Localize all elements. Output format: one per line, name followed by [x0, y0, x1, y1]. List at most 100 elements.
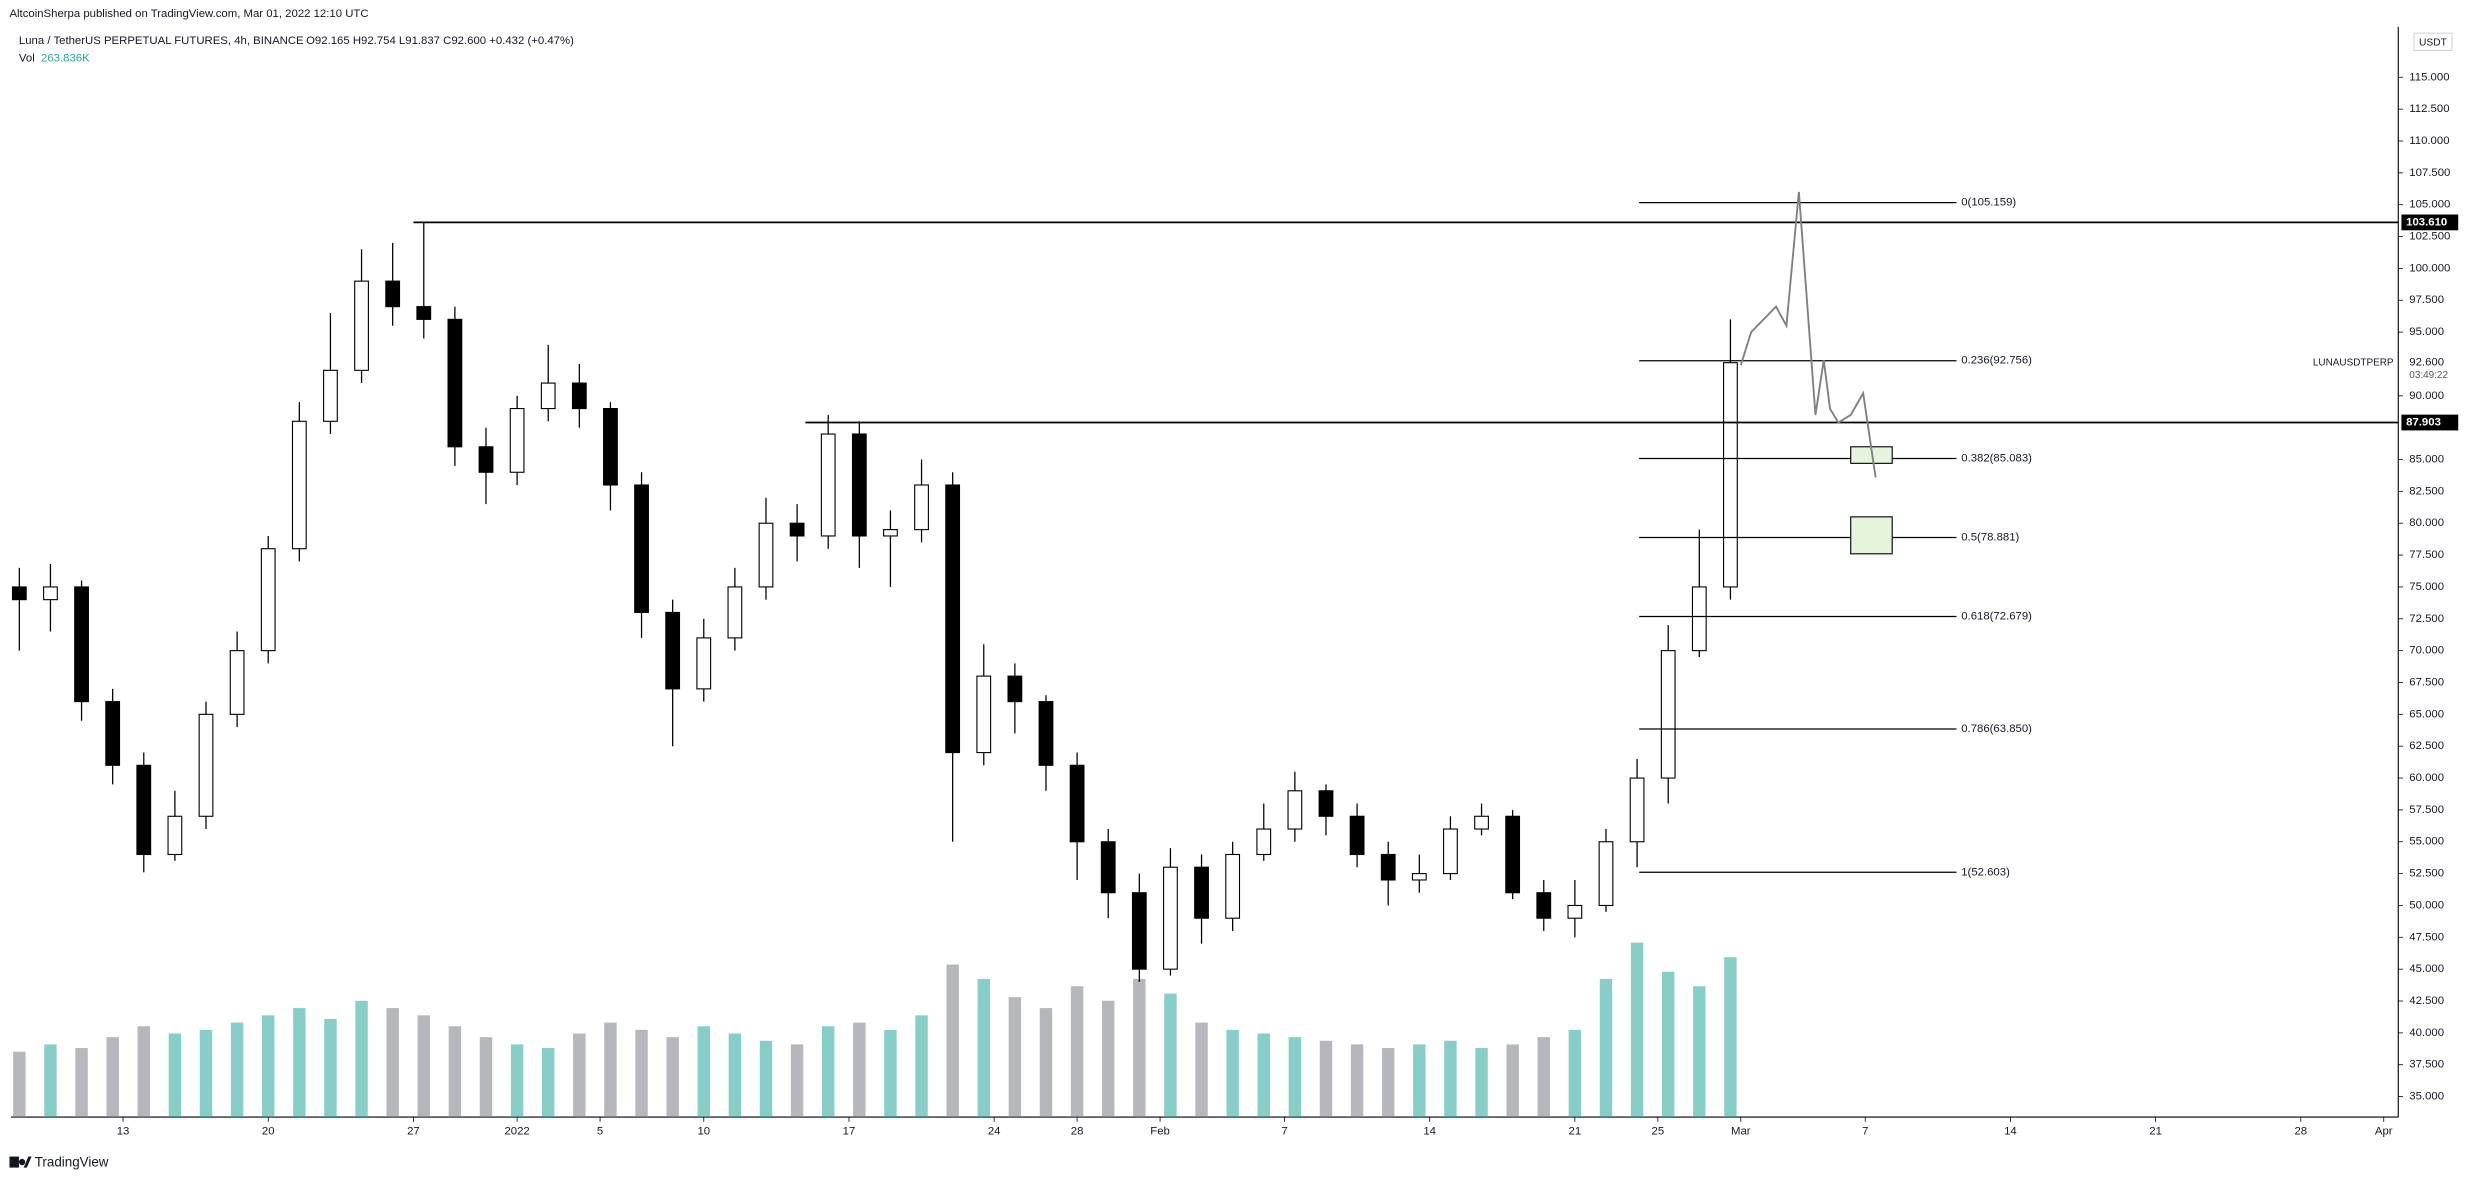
x-tick-label: 14	[2004, 1125, 2017, 1137]
candle-body	[1411, 873, 1427, 881]
y-tick-label: 82.500	[2409, 485, 2444, 497]
candle-body	[1598, 841, 1614, 907]
candle-body	[1349, 815, 1365, 856]
volume-bar	[1475, 1048, 1488, 1118]
candle-body	[571, 382, 587, 410]
x-tick-label: 17	[843, 1125, 856, 1137]
fib-label: 0.236(92.756)	[1961, 355, 2032, 367]
candle-body	[1131, 892, 1147, 970]
candle-body	[323, 369, 338, 422]
volume-bar	[821, 1026, 835, 1118]
fib-label: 0.618(72.679)	[1961, 611, 2032, 623]
volume-bar	[1381, 1048, 1395, 1118]
volume-bar	[293, 1008, 306, 1118]
candle-body	[1287, 790, 1303, 830]
y-tick-label: 102.500	[2409, 231, 2450, 243]
candle-body	[1194, 866, 1209, 919]
volume-bar	[541, 1048, 555, 1118]
logo	[9, 1156, 32, 1168]
candle-body	[1225, 853, 1241, 919]
volume-bar	[1630, 942, 1644, 1118]
candle-body	[1256, 828, 1272, 856]
volume-bar	[324, 1018, 337, 1118]
candle-body	[105, 701, 121, 766]
y-tick-label: 110.000	[2409, 135, 2449, 147]
candle-body	[945, 484, 961, 754]
y-tick-label: 112.500	[2409, 103, 2449, 115]
y-tick-label: 70.000	[2409, 645, 2444, 657]
level-label-box	[2401, 414, 2459, 431]
y-tick-label: 97.500	[2409, 294, 2444, 306]
candle-body	[1100, 841, 1116, 894]
volume-label: Vol	[19, 52, 35, 64]
volume-bar	[759, 1040, 773, 1118]
ohlc: O92.165 H92.754 L91.837 C92.600 +0.432 (…	[306, 35, 574, 47]
volume-bar	[1537, 1037, 1550, 1118]
candle-body	[1691, 586, 1707, 652]
y-tick-label: 77.500	[2409, 549, 2444, 561]
x-tick-label: 25	[1652, 1125, 1665, 1137]
candle-body	[851, 433, 867, 537]
candle-body	[1629, 777, 1645, 843]
candle-body	[416, 306, 432, 320]
y-tick-label: 80.000	[2409, 517, 2444, 529]
volume-bar	[355, 1000, 368, 1118]
volume-bar	[1599, 978, 1613, 1118]
candle-body	[696, 637, 712, 690]
volume-bar	[137, 1026, 151, 1118]
y-tick-label: 107.500	[2409, 167, 2450, 179]
y-tick-label: 100.000	[2409, 262, 2450, 274]
volume-bar	[790, 1044, 804, 1118]
volume-bar	[1195, 1022, 1208, 1118]
candle-body	[229, 650, 245, 715]
y-tick-label: 57.500	[2409, 804, 2444, 816]
volume-bar	[1008, 997, 1022, 1118]
y-tick-label: 115.000	[2409, 71, 2449, 83]
volume-bar	[1350, 1044, 1364, 1118]
volume-bar	[168, 1033, 182, 1118]
x-tick-label: 24	[988, 1125, 1001, 1137]
volume-bar	[946, 964, 959, 1118]
y-tick-label: 52.500	[2409, 868, 2444, 880]
currency-box	[2413, 32, 2453, 51]
volume-bar	[1257, 1033, 1270, 1118]
symbol-label: LUNAUSDTPERP	[2313, 357, 2394, 368]
candle-body	[1038, 701, 1054, 766]
candle-body	[1443, 828, 1458, 875]
volume-bar	[262, 1015, 275, 1118]
volume-bar	[977, 978, 990, 1118]
y-tick-label: 40.000	[2409, 1027, 2444, 1039]
x-tick-label: Feb	[1150, 1125, 1170, 1137]
candle-body	[1380, 853, 1396, 881]
y-tick-label: 60.000	[2409, 772, 2444, 784]
volume-bar	[1039, 1008, 1053, 1118]
x-tick-label: 14	[1423, 1125, 1436, 1137]
volume-bar	[1101, 1000, 1115, 1118]
volume-bar	[417, 1015, 431, 1118]
candle-body	[1069, 764, 1085, 843]
candle-body	[1318, 790, 1334, 817]
y-tick-label: 72.500	[2409, 613, 2444, 625]
volume-bar	[1164, 993, 1177, 1118]
symbol-title: Luna / TetherUS PERPETUAL FUTURES, 4h, B…	[19, 35, 304, 47]
volume-bar	[1288, 1037, 1302, 1118]
volume-bar	[915, 1015, 928, 1118]
candle-body	[1505, 815, 1521, 894]
volume-bar	[604, 1022, 617, 1118]
candle-body	[634, 484, 649, 613]
volume-bar	[106, 1037, 119, 1118]
volume-bar	[44, 1044, 57, 1118]
volume-bar	[884, 1029, 897, 1118]
y-tick-label: 85.000	[2409, 454, 2444, 466]
fib-label: 0.786(63.850)	[1961, 723, 2032, 735]
volume-bar	[1444, 1040, 1457, 1118]
candle-body	[198, 713, 214, 817]
candle-body	[914, 484, 929, 531]
y-tick-label: 105.000	[2409, 199, 2450, 211]
candle-body	[789, 522, 805, 537]
publisher: AltcoinSherpa published on TradingView.c…	[9, 8, 368, 20]
x-tick-label: 7	[1862, 1125, 1868, 1137]
fib-label: 0(105.159)	[1961, 197, 2016, 209]
fib-label: 1(52.603)	[1961, 866, 2010, 878]
candle-body	[354, 280, 369, 371]
